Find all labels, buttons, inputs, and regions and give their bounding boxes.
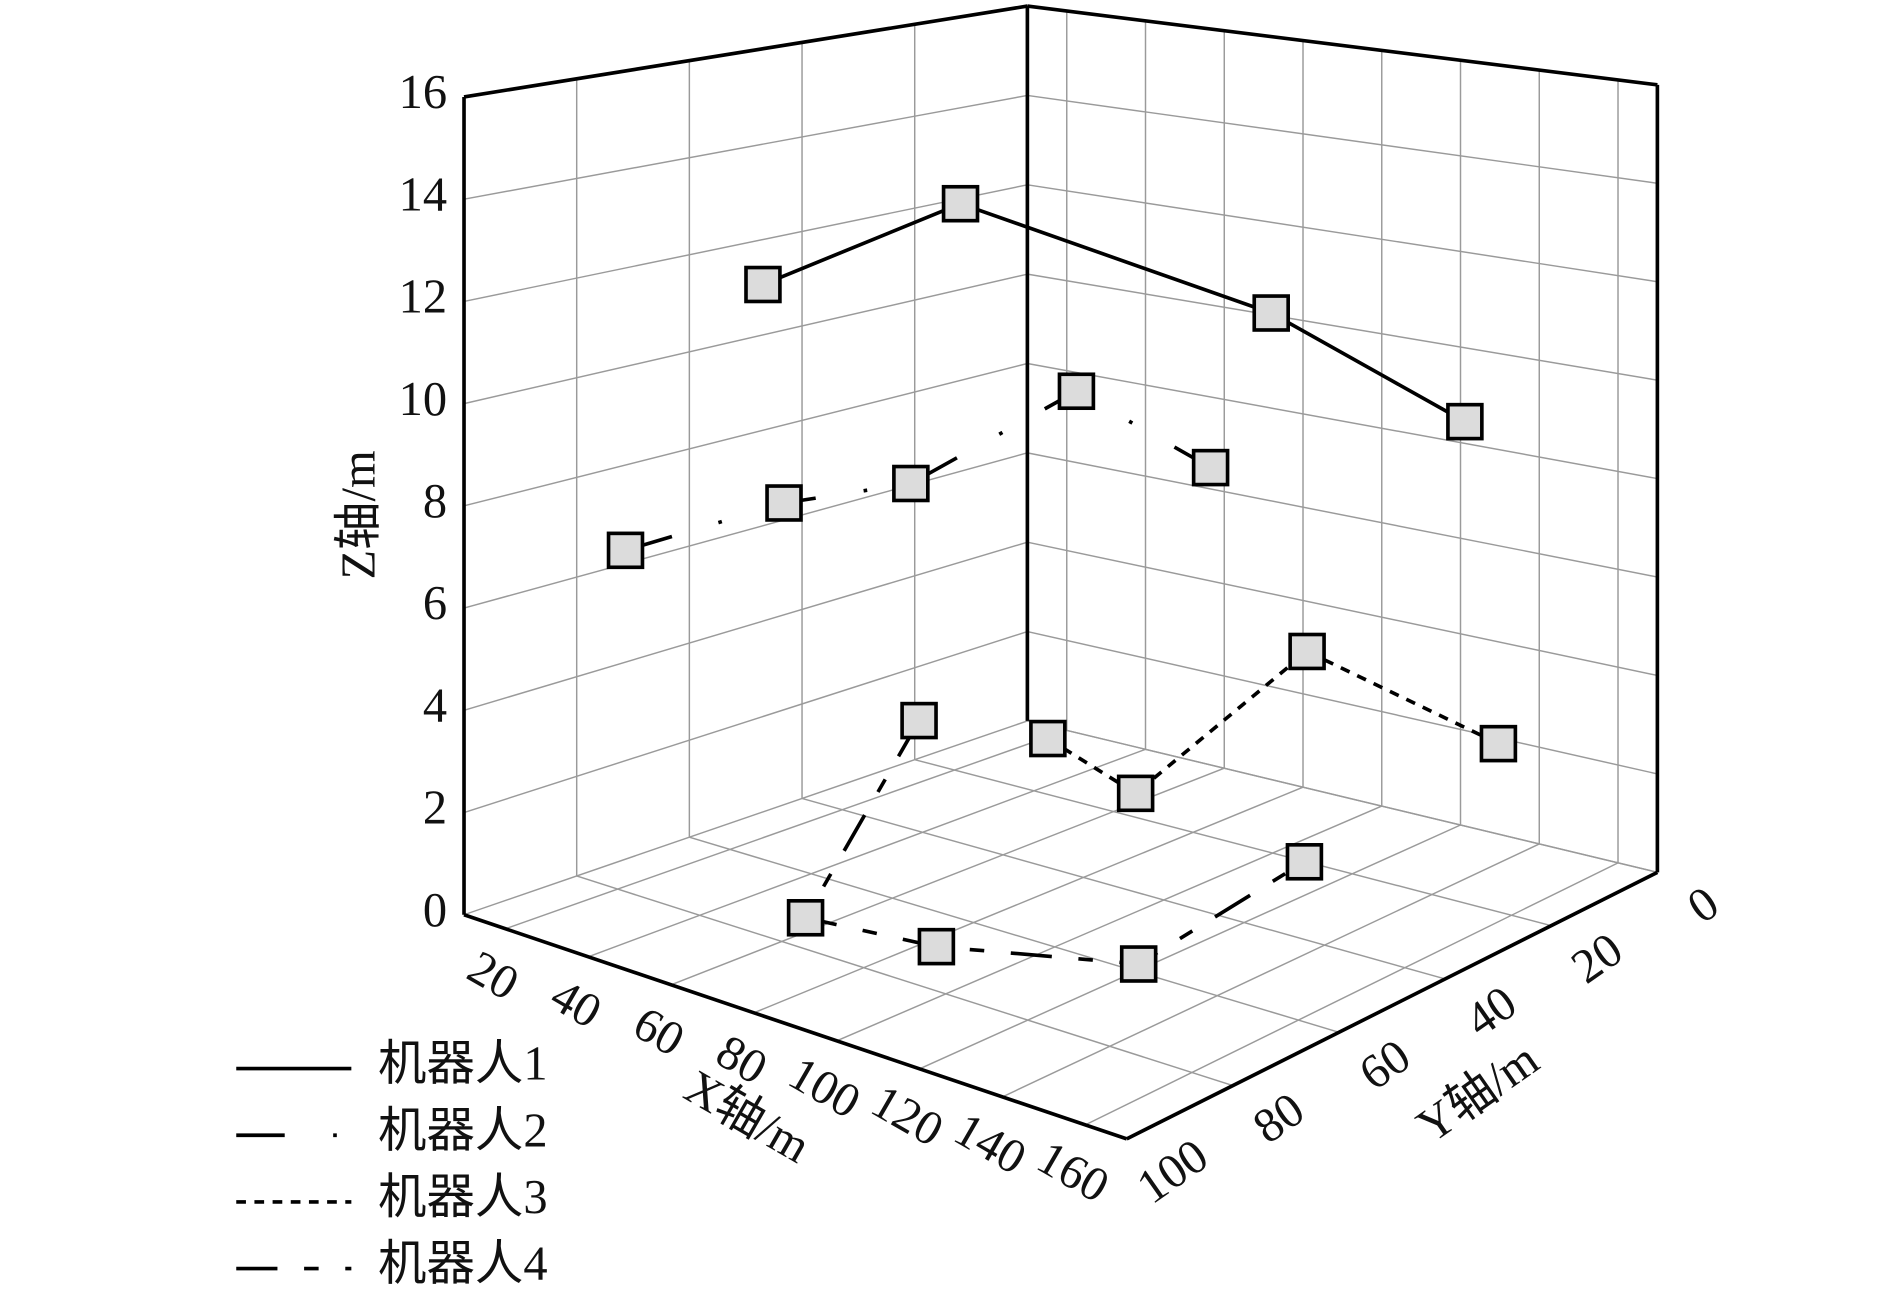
data-marker (892, 464, 930, 503)
grid-line (1027, 94, 1658, 185)
grid-line (576, 875, 1234, 1087)
grid-line (914, 758, 1552, 927)
y-tick-label: 60 (1350, 1029, 1420, 1100)
axis-frame (462, 4, 1660, 1141)
grid-line (753, 786, 1304, 1014)
grid-line (463, 94, 1028, 200)
series-line (762, 201, 1466, 424)
y-tick-label: 20 (1562, 923, 1632, 994)
grid-line (1027, 452, 1658, 578)
grid-line (463, 273, 1028, 405)
grid-line (1027, 541, 1658, 677)
data-marker (1191, 448, 1230, 487)
z-tick-label: 0 (423, 884, 447, 937)
data-marker (1057, 372, 1096, 411)
data-marker (941, 184, 980, 223)
data-marker (1446, 402, 1484, 441)
data-marker (1029, 719, 1067, 758)
grid-line (505, 729, 1068, 930)
data-marker (1252, 294, 1290, 332)
grid-line (1084, 862, 1619, 1126)
z-tick-label: 4 (423, 679, 447, 732)
data-marker (900, 701, 938, 740)
x-tick-label: 20 (459, 941, 527, 1011)
data-marker (1479, 724, 1518, 763)
data-marker (606, 531, 645, 570)
data-marker (744, 265, 782, 304)
y-axis-title: Y轴/m (1408, 1033, 1549, 1154)
z-tick-label: 16 (399, 66, 447, 119)
y-tick-label: 80 (1244, 1083, 1314, 1154)
x-tick-label: 120 (863, 1075, 952, 1157)
grid-line (1027, 184, 1658, 283)
axis-line (1027, 4, 1658, 87)
grid-line (463, 452, 1028, 609)
data-marker (1119, 945, 1158, 983)
data-marker (1288, 632, 1326, 671)
data-marker (1285, 843, 1324, 881)
x-tick-label: 60 (625, 997, 693, 1067)
grid-line (463, 630, 1028, 814)
z-tick-label: 2 (423, 782, 447, 835)
data-marker (1116, 774, 1155, 813)
grid-line (1027, 630, 1658, 775)
grid-line (588, 748, 1146, 958)
legend-label: 机器人1 (378, 1038, 548, 1091)
data-marker (917, 927, 956, 966)
z-tick-label: 14 (399, 168, 447, 221)
x-tick-label: 140 (945, 1103, 1034, 1185)
y-tick-label: 0 (1678, 876, 1728, 933)
x-tick-label: 40 (542, 969, 610, 1039)
y-tick-label: 100 (1128, 1129, 1218, 1214)
data-marker (765, 484, 803, 522)
axis-line (463, 913, 1128, 1141)
axis-line (463, 4, 1028, 99)
grid-line (1027, 720, 1658, 874)
grid-line (463, 362, 1028, 507)
data-marker (786, 899, 825, 937)
legend-label: 机器人3 (378, 1171, 548, 1224)
grid-line (801, 797, 1446, 980)
grid-line (463, 541, 1028, 711)
grid-line (919, 824, 1461, 1070)
plot-area (606, 184, 1518, 983)
z-tick-label: 8 (423, 475, 447, 528)
z-axis-title: Z轴/m (333, 450, 386, 579)
grid-line (1002, 843, 1540, 1098)
grid-line (689, 836, 1340, 1033)
grid-line (463, 184, 1028, 303)
legend-label: 机器人2 (378, 1104, 548, 1157)
grid-line (463, 720, 1028, 916)
grid-line (836, 805, 1383, 1042)
grid-line (1027, 273, 1658, 381)
legend-label: 机器人4 (378, 1238, 548, 1291)
z-tick-label: 10 (399, 373, 447, 426)
legend: 机器人1 机器人2 机器人3 机器人4 (236, 1038, 548, 1291)
z-tick-label: 6 (423, 577, 447, 630)
grid (463, 5, 1658, 1140)
z-tick-label: 12 (399, 271, 447, 324)
x-tick-label: 160 (1028, 1131, 1117, 1213)
axis-line (1125, 870, 1659, 1141)
grid-line (1027, 362, 1658, 480)
